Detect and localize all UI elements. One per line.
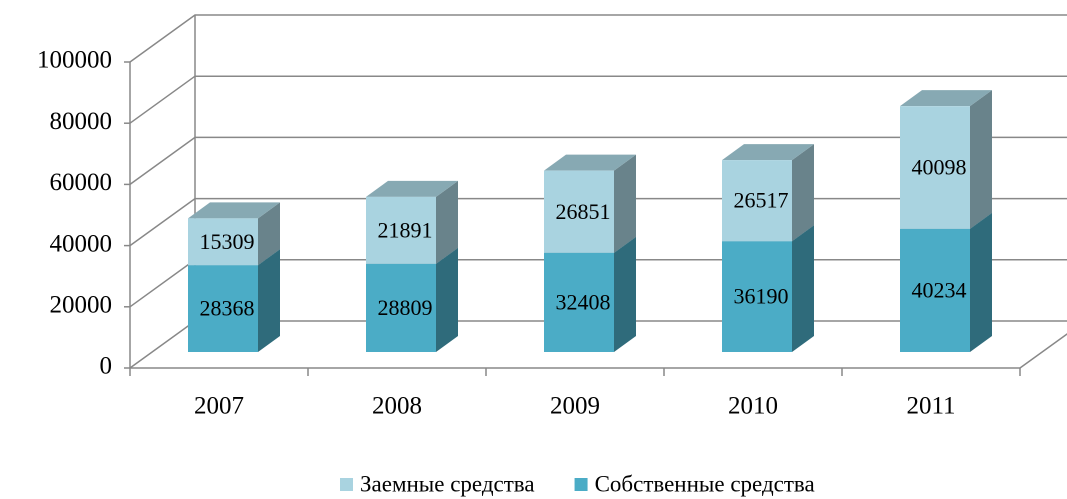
bar-top [900, 90, 992, 107]
bar-side [614, 236, 636, 352]
bar-side [970, 212, 992, 352]
data-label: 32408 [556, 289, 611, 314]
y-tick-label: 80000 [50, 108, 113, 135]
bar-top [366, 180, 458, 197]
grid-line [129, 197, 1067, 247]
bar-top [544, 154, 636, 171]
data-label: 26517 [734, 188, 789, 213]
bar [366, 196, 436, 264]
bar [366, 263, 436, 352]
legend-swatch [574, 478, 588, 491]
y-tick-label: 40000 [50, 230, 113, 257]
data-label: 28809 [378, 295, 433, 320]
y-tick-label: 60000 [50, 169, 113, 196]
bar-side [792, 225, 814, 352]
data-label: 21891 [378, 217, 433, 242]
bar-side [970, 90, 992, 229]
data-label: 28368 [200, 296, 255, 321]
grid-line [129, 14, 1067, 63]
x-tick-label: 2011 [906, 393, 955, 420]
y-tick-label: 0 [100, 353, 113, 380]
bar [900, 228, 970, 352]
bar [900, 106, 970, 229]
x-tick-label: 2008 [372, 393, 422, 420]
legend-label: Заемные средства [360, 471, 535, 496]
y-tick-label: 100000 [37, 47, 112, 74]
bar [722, 241, 792, 352]
bar [544, 252, 614, 352]
bar [544, 170, 614, 253]
legend-label: Собственные средства [595, 471, 815, 496]
legend-swatch [340, 478, 353, 491]
bar-top [188, 202, 280, 219]
bar-top [722, 144, 814, 161]
data-label: 15309 [200, 229, 255, 254]
x-tick-label: 2009 [550, 393, 600, 420]
bar [188, 218, 258, 266]
bar-side [614, 154, 636, 253]
data-label: 40098 [912, 155, 967, 180]
bar [722, 160, 792, 242]
grid-line [129, 136, 1067, 186]
y-tick-label: 20000 [50, 292, 113, 319]
data-label: 26851 [556, 199, 611, 224]
bar-side [792, 144, 814, 242]
bar [188, 265, 258, 352]
data-label: 40234 [912, 277, 967, 302]
bar-side [436, 180, 458, 264]
bar-side [436, 247, 458, 352]
bar-side [258, 202, 280, 266]
bar-side [258, 249, 280, 352]
grid-line [129, 75, 1067, 124]
data-label: 36190 [734, 284, 789, 309]
x-tick-label: 2010 [728, 393, 778, 420]
x-tick-label: 2007 [194, 393, 244, 420]
